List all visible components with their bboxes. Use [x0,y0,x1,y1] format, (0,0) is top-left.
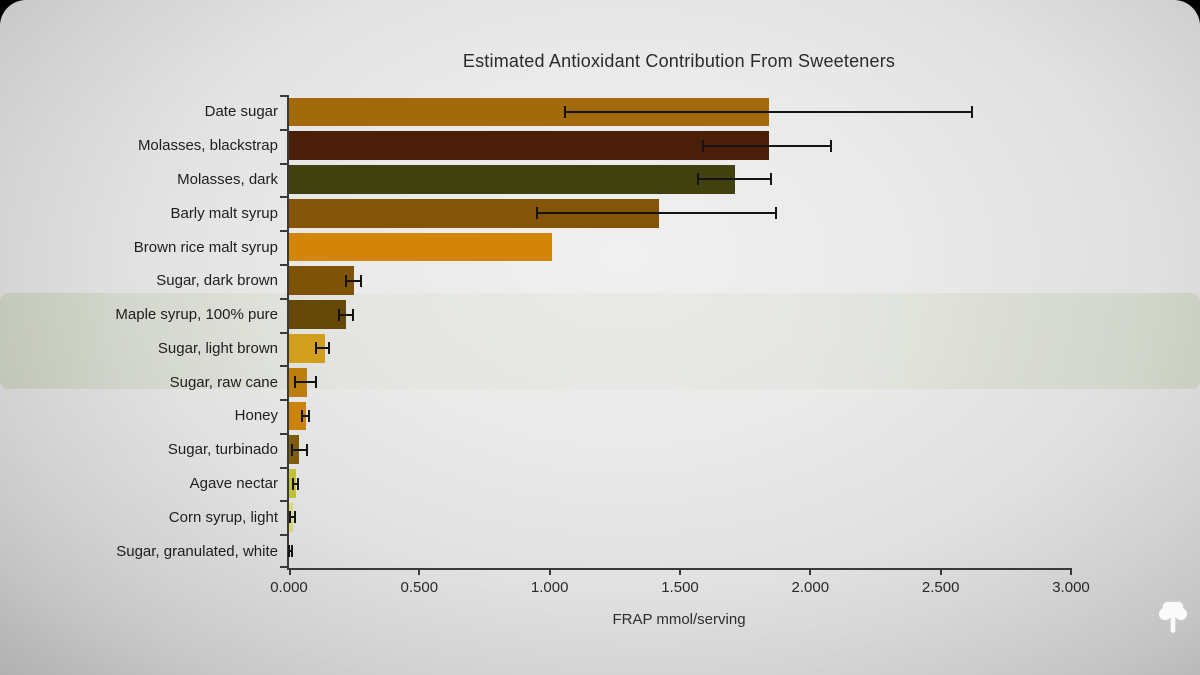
error-bar-cap-low [290,443,293,456]
plot-area: Date sugar Molasses, blackstrap Molasses, … [115,95,1090,596]
y-axis-tick [280,297,287,300]
error-bar [346,279,361,282]
y-axis-tick [280,466,287,469]
y-category-label: Sugar, dark brown [156,272,278,290]
error-bar [292,482,299,485]
error-bar-cap-high [315,376,318,389]
y-category-label: Corn syrup, light [168,508,278,526]
error-bar-cap-low [702,139,705,152]
y-category-label: Molasses, blackstrap [137,137,278,155]
error-bar-cap-high [359,274,362,287]
error-bar-cap-low [564,105,567,118]
error-bar-cap-low [337,308,340,321]
y-category-label: Honey [234,407,278,425]
y-category-label: Date sugar [204,103,278,121]
bar-sugar-dark-brown [289,266,355,296]
y-category-label: Agave nectar [189,475,278,493]
y-axis-tick [280,566,287,568]
error-bar-cap-low [315,342,318,355]
x-axis-tick [679,568,681,575]
error-bar-cap-high [306,443,309,456]
error-bar-cap-high [351,308,354,321]
x-axis-tick [1070,568,1072,575]
y-category-label: Brown rice malt syrup [133,238,278,256]
y-axis-tick [280,196,287,199]
x-tick-label: 1.500 [661,579,699,596]
error-bar-cap-low [535,207,538,220]
y-axis-tick [280,230,287,233]
error-bar [289,550,292,553]
nutritionfacts-tree-icon [1158,601,1188,633]
bar-maple-syrup-100-pure [289,300,347,329]
error-bar-cap-high [307,409,310,422]
y-category-label: Molasses, dark [177,170,278,188]
error-bar-cap-low [301,409,304,422]
error-bar [338,313,353,316]
bar-honey [289,401,306,431]
y-axis-tick [280,162,287,165]
error-bar-cap-high [297,477,300,490]
y-axis-tick [280,534,287,537]
x-tick-label: 0.000 [270,579,308,596]
y-category-label: Sugar, granulated, white [116,542,278,560]
bar-brown-rice-malt-syrup [289,232,553,262]
error-bar-cap-low [293,376,296,389]
error-bar [703,144,832,147]
error-bar [698,178,772,181]
error-bar-cap-high [290,545,293,558]
y-axis-tick [280,399,287,402]
y-category-label: Sugar, light brown [157,339,278,357]
error-bar-cap-low [289,511,292,524]
error-bar-cap-low [288,545,290,558]
x-tick-label: 2.500 [921,579,960,596]
error-bar-cap-high [770,173,773,186]
error-bar [291,448,308,451]
y-axis-tick [280,365,287,368]
y-category-label: Barly malt syrup [170,204,278,222]
bar-molasses-dark [289,165,735,194]
x-axis-tick [289,568,291,575]
x-tick-label: 3.000 [1052,579,1090,596]
error-bar-cap-low [291,477,294,490]
error-bar [302,414,309,417]
y-axis-tick [280,128,287,131]
bar-molasses-blackstrap [289,131,769,161]
error-bar [565,110,972,113]
x-axis-tick [939,568,942,575]
error-bar-cap-high [970,105,973,118]
error-bar [536,212,777,215]
error-bar [290,516,295,519]
y-category-label: Maple syrup, 100% pure [115,306,278,324]
x-tick-label: 0.500 [400,579,439,596]
error-bar-cap-high [328,342,331,355]
y-category-label: Sugar, raw cane [169,373,278,391]
y-category-label: Sugar, turbinado [167,441,278,459]
y-axis-tick [280,331,287,334]
y-axis-tick [280,95,287,97]
x-axis-tick [418,568,421,575]
x-axis-tick [548,568,551,575]
error-bar [316,347,330,350]
error-bar-cap-high [830,139,833,152]
error-bar-cap-low [697,173,700,186]
y-axis-tick [280,500,287,503]
x-tick-label: 1.000 [530,579,569,596]
error-bar-cap-high [293,511,296,524]
x-tick-label: 2.000 [791,579,830,596]
y-axis-tick [280,263,287,266]
background-green-band [0,293,1200,389]
x-axis-label: FRAP mmol/serving [612,611,746,628]
chart-title: Estimated Antioxidant Contribution From … [462,51,896,71]
y-axis-tick [280,432,287,435]
error-bar [294,381,317,384]
error-bar-cap-high [775,207,778,220]
x-axis-tick [809,568,812,575]
error-bar-cap-low [345,274,348,287]
